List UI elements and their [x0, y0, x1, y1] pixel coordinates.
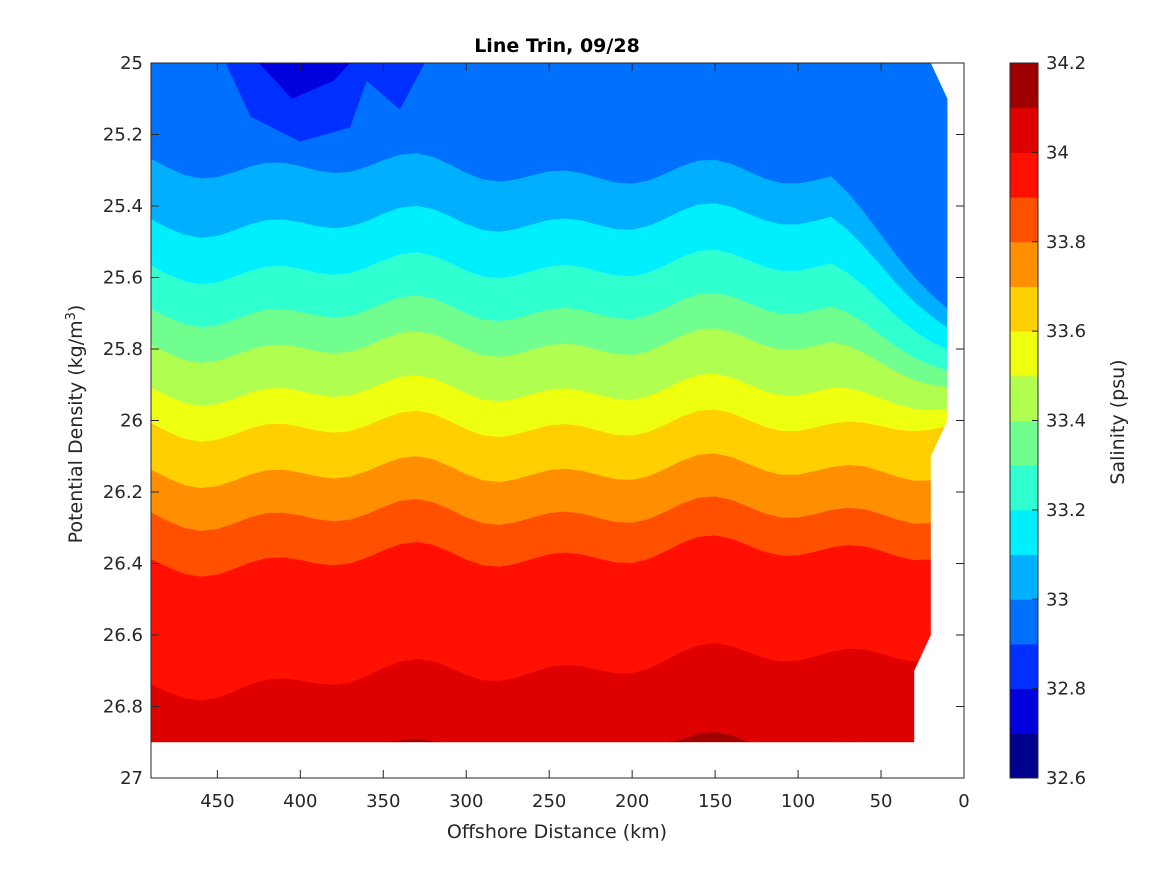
colorbar-swatch: [1010, 197, 1038, 243]
colorbar-tick-label: 33: [1046, 589, 1069, 610]
colorbar-swatch: [1010, 375, 1038, 421]
x-tick-label: 100: [781, 791, 815, 812]
contour-band: [258, 63, 351, 99]
x-tick-label: 300: [449, 791, 483, 812]
colorbar-swatch: [1010, 107, 1038, 153]
x-tick-label: 200: [615, 791, 649, 812]
y-tick-label: 26.8: [103, 697, 143, 718]
colorbar-swatch: [1010, 420, 1038, 466]
colorbar-tick-label: 32.8: [1046, 679, 1086, 700]
y-tick-label: 26.6: [103, 625, 143, 646]
colorbar-swatch: [1010, 152, 1038, 198]
colorbar-swatch: [1010, 241, 1038, 287]
colorbar-tick-label: 33.2: [1046, 500, 1086, 521]
colorbar-swatch: [1010, 509, 1038, 556]
y-tick-label: 25.6: [103, 268, 143, 289]
y-tick-label: 27: [120, 768, 143, 789]
x-tick-label: 150: [698, 791, 732, 812]
chart-title: Line Trin, 09/28: [474, 35, 640, 57]
colorbar-swatch: [1010, 465, 1038, 511]
contour-band: [225, 63, 425, 142]
colorbar-tick-label: 32.6: [1046, 768, 1086, 789]
contour-bands: [151, 63, 964, 778]
x-tick-label: 250: [532, 791, 566, 812]
y-tick-label: 25.4: [103, 196, 143, 217]
y-tick-label: 25.2: [103, 125, 143, 146]
contour-band: [151, 643, 964, 743]
x-tick-label: 50: [870, 791, 893, 812]
colorbar: 32.6 32.8 33 33.2 33.4 33.6 33.8 34 34.2: [1009, 53, 1086, 789]
y-tick-label: 26: [120, 411, 143, 432]
colorbar-label: Salinity (psu): [1107, 359, 1129, 484]
colorbar-swatch: [1010, 63, 1038, 109]
colorbar-swatch: [1010, 554, 1038, 600]
colorbar-tick-label: 34.2: [1046, 53, 1086, 74]
colorbar-swatch: [1010, 286, 1038, 332]
y-tick-label: 25: [120, 53, 143, 74]
y-tick-label: 26.2: [103, 482, 143, 503]
x-tick-label: 450: [200, 791, 234, 812]
colorbar-swatch: [1010, 733, 1038, 779]
y-axis-label: Potential Density (kg/m3): [64, 305, 88, 544]
y-tick-label: 25.8: [103, 339, 143, 360]
colorbar-tick-label: 33.8: [1046, 232, 1086, 253]
plot-axes: 450 400 350 300 250 200 150 100 50 0 25 25.2 25.4 25.…: [103, 53, 970, 812]
x-tick-label: 350: [366, 791, 400, 812]
colorbar-swatch: [1010, 599, 1038, 645]
colorbar-tick-label: 33.4: [1046, 411, 1086, 432]
y-tick-label: 26.4: [103, 554, 143, 575]
colorbar-swatch: [1010, 331, 1038, 377]
x-tick-label: 400: [283, 791, 317, 812]
colorbar-tick-label: 33.6: [1046, 321, 1086, 342]
colorbar-tick-label: 34: [1046, 142, 1069, 163]
colorbar-swatch: [1010, 643, 1038, 690]
x-axis-label: Offshore Distance (km): [447, 821, 667, 843]
colorbar-swatch: [1010, 688, 1038, 734]
x-tick-label: 0: [958, 791, 969, 812]
